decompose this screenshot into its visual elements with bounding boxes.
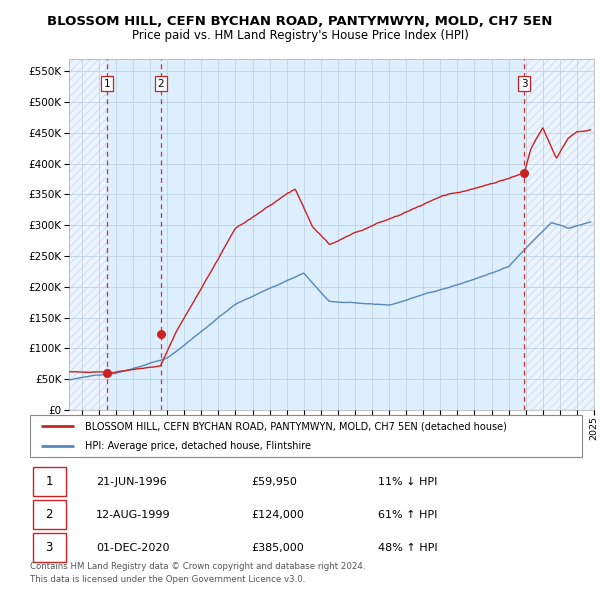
Text: 21-JUN-1996: 21-JUN-1996 (96, 477, 167, 487)
Bar (524, 59, 594, 410)
Bar (107, 59, 161, 410)
Text: 48% ↑ HPI: 48% ↑ HPI (378, 543, 437, 553)
FancyBboxPatch shape (33, 467, 66, 496)
Text: Contains HM Land Registry data © Crown copyright and database right 2024.: Contains HM Land Registry data © Crown c… (30, 562, 365, 571)
Text: BLOSSOM HILL, CEFN BYCHAN ROAD, PANTYMWYN, MOLD, CH7 5EN: BLOSSOM HILL, CEFN BYCHAN ROAD, PANTYMWY… (47, 15, 553, 28)
Text: 3: 3 (46, 541, 53, 555)
Text: £124,000: £124,000 (251, 510, 304, 520)
Bar (69, 59, 107, 410)
Text: BLOSSOM HILL, CEFN BYCHAN ROAD, PANTYMWYN, MOLD, CH7 5EN (detached house): BLOSSOM HILL, CEFN BYCHAN ROAD, PANTYMWY… (85, 421, 507, 431)
Text: 12-AUG-1999: 12-AUG-1999 (96, 510, 171, 520)
Text: 61% ↑ HPI: 61% ↑ HPI (378, 510, 437, 520)
Text: HPI: Average price, detached house, Flintshire: HPI: Average price, detached house, Flin… (85, 441, 311, 451)
Text: Price paid vs. HM Land Registry's House Price Index (HPI): Price paid vs. HM Land Registry's House … (131, 30, 469, 42)
FancyBboxPatch shape (33, 500, 66, 529)
Text: 11% ↓ HPI: 11% ↓ HPI (378, 477, 437, 487)
FancyBboxPatch shape (33, 533, 66, 562)
Text: 3: 3 (521, 78, 527, 88)
FancyBboxPatch shape (30, 415, 582, 457)
Text: £59,950: £59,950 (251, 477, 296, 487)
Text: 1: 1 (46, 475, 53, 489)
Text: 01-DEC-2020: 01-DEC-2020 (96, 543, 170, 553)
Text: This data is licensed under the Open Government Licence v3.0.: This data is licensed under the Open Gov… (30, 575, 305, 584)
Text: 1: 1 (104, 78, 110, 88)
Text: £385,000: £385,000 (251, 543, 304, 553)
Text: 2: 2 (157, 78, 164, 88)
Text: 2: 2 (46, 508, 53, 522)
